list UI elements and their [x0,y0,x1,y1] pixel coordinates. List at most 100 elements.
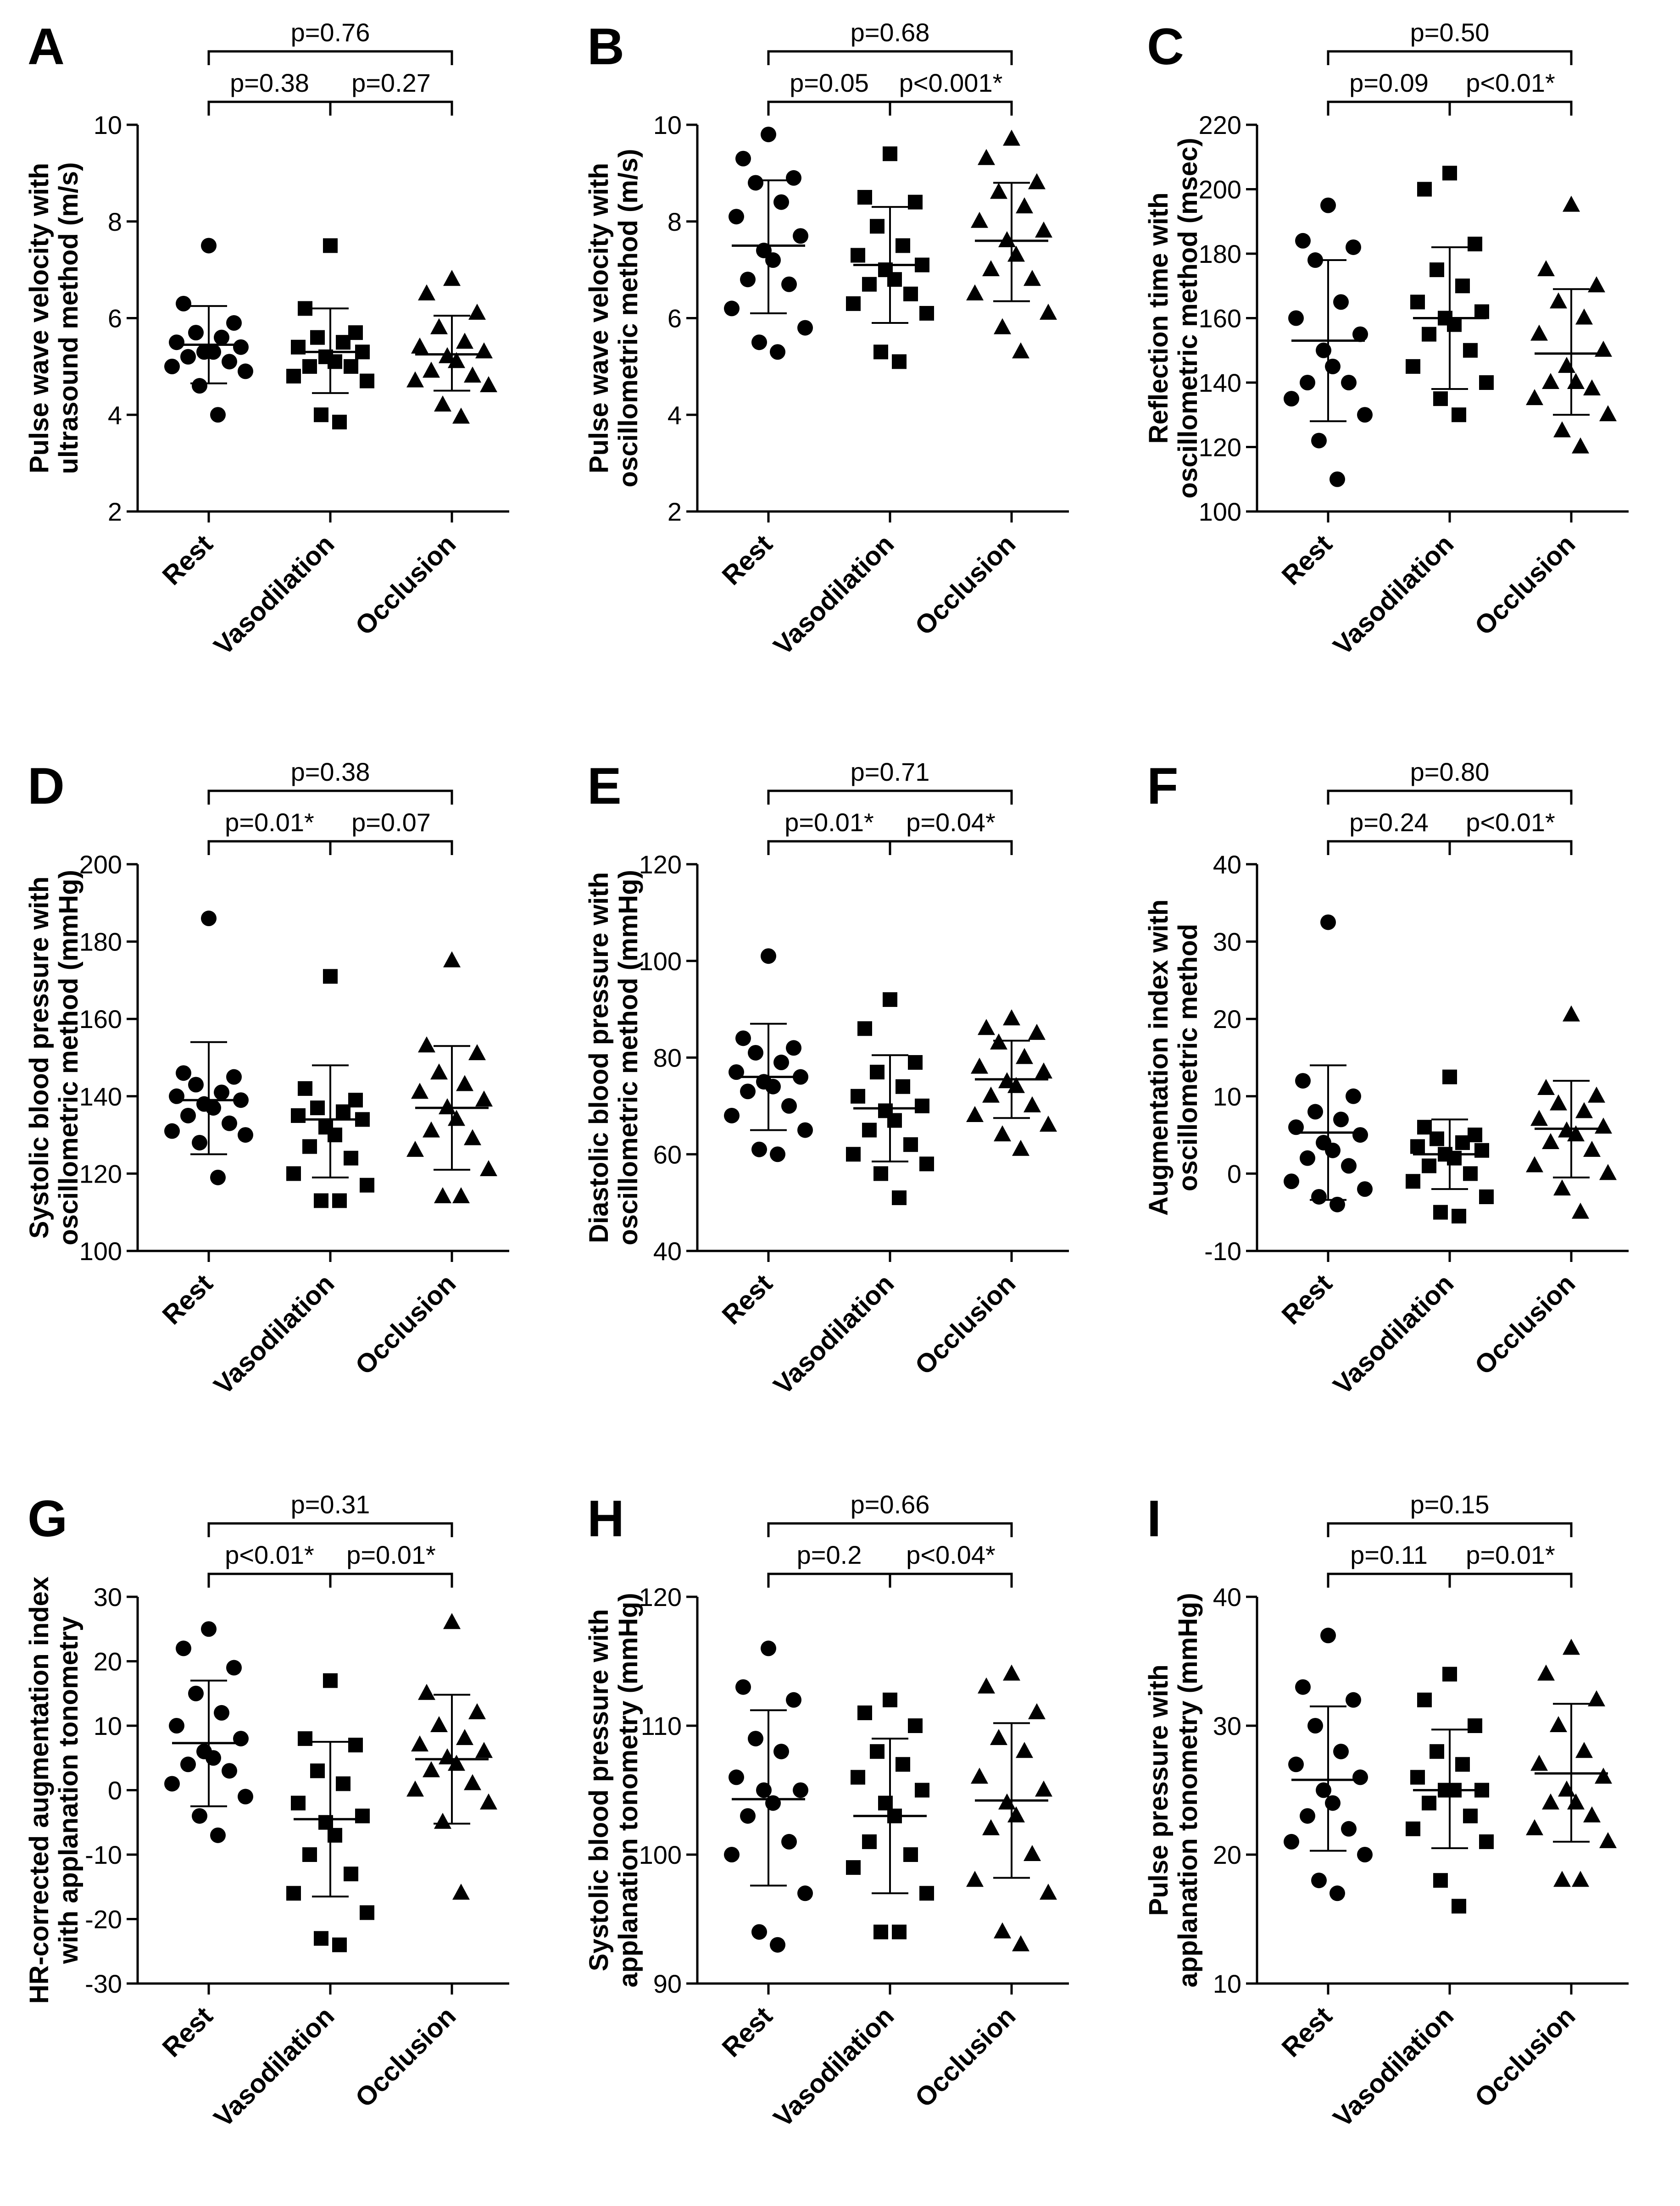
data-point [302,1139,317,1154]
data-point [1452,407,1466,422]
data-point [729,209,744,225]
data-point [740,1084,756,1100]
data-point [1028,173,1046,189]
data-point [892,354,907,369]
data-point [1288,1119,1304,1135]
data-point [418,284,435,300]
x-category-label: Vasodilation [768,2001,900,2133]
y-tick-label: 80 [653,1044,682,1072]
data-point [908,1055,923,1070]
p-value-rest-vs-vasodilation: p=0.09 [1349,68,1429,97]
data-point [1542,1133,1559,1149]
panel-label: E [587,757,622,815]
data-point [314,1931,328,1946]
x-category-label: Rest [156,1268,218,1330]
data-point [751,1924,767,1940]
data-point [1563,1639,1580,1655]
data-point [214,329,229,345]
data-point [468,1044,486,1061]
data-point [1406,1174,1420,1189]
data-point [919,1886,934,1901]
data-point [1284,391,1299,407]
data-point [857,1705,872,1720]
data-point [210,1827,226,1843]
y-tick-label: 200 [79,850,122,879]
data-point [1442,1069,1457,1084]
series-vasodilation [286,969,374,1208]
bracket-overall [207,789,453,805]
data-point [1553,421,1571,438]
data-point [971,211,988,228]
y-tick-label: 10 [1213,1969,1241,1998]
data-point [332,1937,347,1952]
y-axis-title-line: applanation tonometry (mmHg) [1173,1593,1203,1987]
y-axis-title: HR-corrected augmentation indexwith appl… [24,1577,83,2004]
data-point [480,1160,497,1176]
data-point [164,1123,180,1139]
y-tick-label: -30 [85,1969,122,1998]
data-point [286,1166,301,1181]
p-value-rest-vs-vasodilation: p=0.05 [790,68,869,97]
y-tick-label: 60 [653,1140,682,1169]
data-point [1341,375,1357,390]
data-point [286,368,301,383]
data-point [1330,1885,1345,1901]
y-axis-title: Pulse wave velocity withoscillometric me… [584,149,643,487]
data-point [862,1122,877,1138]
data-point [314,407,328,422]
data-point [192,1134,207,1150]
data-point [423,1121,440,1138]
data-point [1442,166,1457,181]
panel-label: B [587,18,624,75]
data-point [990,1729,1007,1745]
data-point [1295,1679,1311,1695]
data-point [411,1083,428,1099]
data-point [797,1122,813,1138]
data-point [978,149,995,165]
y-tick-label: 180 [79,928,122,956]
y-axis-title-line: Pulse pressure with [1144,1665,1174,1916]
data-point [298,301,312,316]
y-tick-label: 20 [1213,1005,1241,1034]
data-point [740,272,756,288]
panel-label: G [28,1490,67,1547]
p-value-overall: p=0.76 [291,18,370,47]
y-tick-label: 30 [1213,1711,1241,1740]
data-point [1572,1871,1589,1887]
data-point [468,303,486,320]
data-point [1433,1873,1448,1888]
bracket-overall [767,50,1013,65]
data-point [423,1761,440,1778]
x-category-label: Occlusion [1469,2001,1581,2113]
data-point [1012,1139,1029,1156]
y-axis-title-line: Augmentation index with [1144,900,1174,1216]
data-point [1550,292,1567,309]
x-category-label: Occlusion [909,1268,1021,1380]
data-point [1295,233,1311,249]
y-tick-label: 120 [1199,433,1241,462]
data-point [1024,1845,1041,1861]
data-point [192,1808,207,1824]
data-point [1417,1120,1432,1135]
data-point [729,1769,744,1785]
series-rest [724,1640,813,1953]
data-point [1040,303,1057,320]
data-point [1311,433,1327,449]
data-point [1028,1703,1046,1719]
p-value-rest-vs-vasodilation: p=0.2 [797,1540,862,1569]
data-point [456,333,473,349]
series-occlusion [406,951,497,1203]
data-point [1595,1117,1612,1134]
y-tick-label: 10 [1213,1082,1241,1111]
data-point [1537,260,1555,277]
data-point [298,1081,312,1096]
y-tick-label: 4 [108,400,122,429]
data-point [773,1055,789,1071]
data-point [735,1030,751,1046]
series-rest [164,238,253,423]
bracket-overall [767,1522,1013,1537]
data-point [883,146,897,161]
data-point [908,1718,923,1733]
